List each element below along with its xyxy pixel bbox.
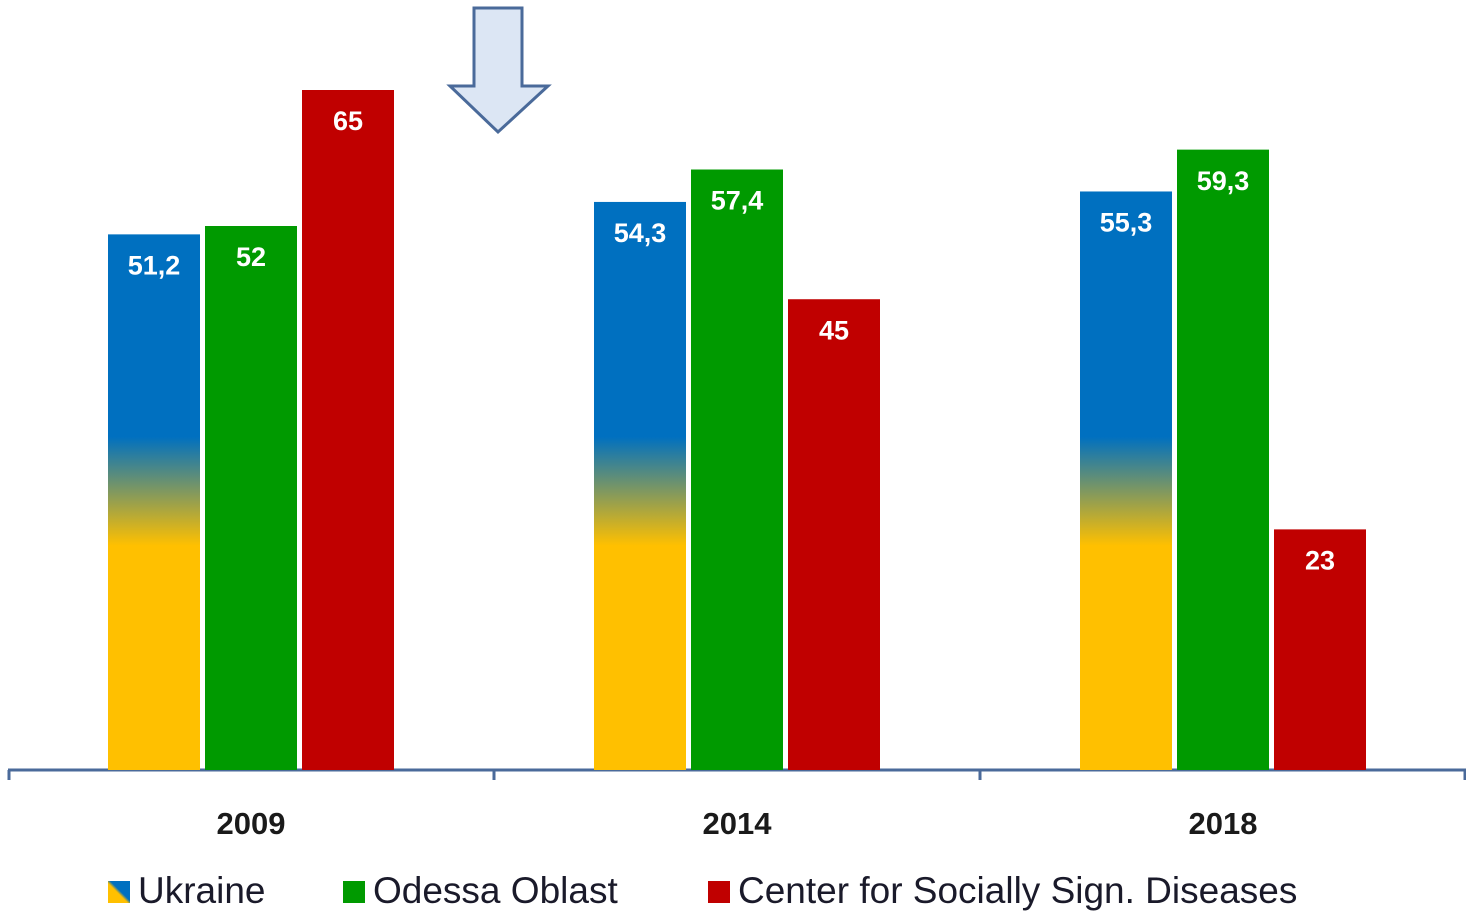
legend-label: Odessa Oblast [373,870,618,911]
x-tick-label: 2018 [1189,806,1258,841]
bar [1177,149,1269,771]
data-label: 23 [1305,546,1335,576]
bar [788,299,880,770]
bar [302,90,394,770]
legend-swatch [708,881,730,903]
legend-label: Center for Socially Sign. Diseases [738,870,1297,911]
bar [594,201,686,770]
data-label: 52 [236,242,266,272]
data-label: 59,3 [1197,166,1250,196]
x-tick-label: 2014 [703,806,773,841]
data-label: 51,2 [128,250,181,280]
x-tick-label: 2009 [217,806,286,841]
legend-label: Ukraine [138,870,266,911]
data-label: 45 [819,315,849,345]
data-label: 65 [333,106,363,136]
legend-swatch [108,881,130,903]
bar [1274,529,1366,770]
bar [691,169,783,770]
data-label: 55,3 [1100,208,1153,238]
arrow [446,6,552,135]
legend-swatch [343,881,365,903]
bar [108,234,200,770]
bar [1080,191,1172,770]
data-label: 57,4 [711,186,764,216]
bar [205,226,297,770]
data-label: 54,3 [614,218,667,248]
